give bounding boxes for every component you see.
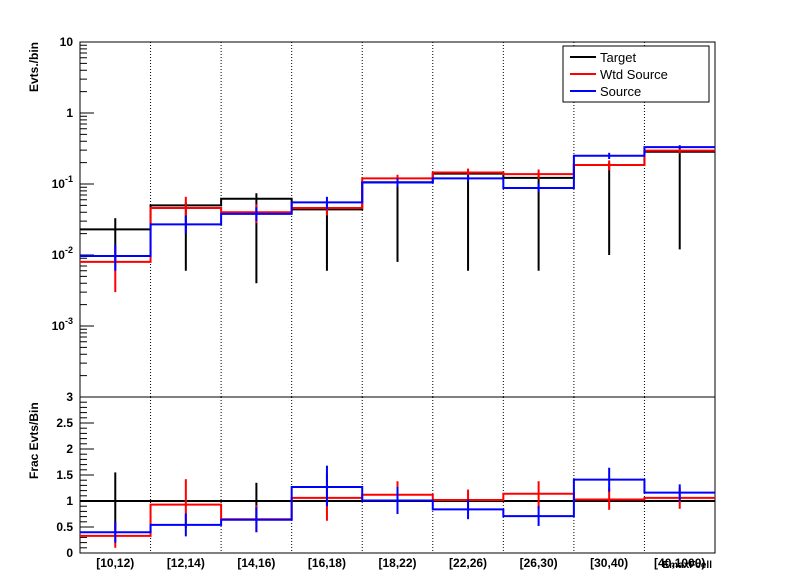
tick-base: 10 <box>52 248 66 262</box>
x-axis: [10,12) [12,14) [14,16) [16,18) [18,22) [22,2… <box>96 556 705 570</box>
tick-exponent: -1 <box>65 174 73 184</box>
legend-label: Target <box>600 50 637 65</box>
bottom-y-tick-label: 1 <box>66 494 73 508</box>
top-series-source <box>80 145 715 271</box>
bottom-y-tick-label: 0.5 <box>56 520 73 534</box>
top-y-axis-title: Evts./bin <box>27 42 41 92</box>
top-y-tick-label: 1 <box>66 106 73 120</box>
bottom-y-tick-label: 3 <box>66 390 73 404</box>
bottom-y-axis-title: Frac Evts/Bin <box>27 402 41 479</box>
x-tick-label: [16,18) <box>308 556 346 570</box>
x-tick-label: [14,16) <box>237 556 275 570</box>
top-y-tick-label: 10-2 <box>52 245 73 262</box>
bottom-vertical-grid <box>150 397 645 553</box>
top-y-tick-label: 10-1 <box>52 174 73 191</box>
x-tick-label: [10,12) <box>96 556 134 570</box>
bottom-series-source <box>80 465 715 543</box>
top-y-tick-label: 10-3 <box>52 316 73 333</box>
tick-exponent: -2 <box>65 245 73 255</box>
x-tick-label: [12,14) <box>167 556 205 570</box>
bottom-y-tick-label: 1.5 <box>56 468 73 482</box>
tick-base: 10 <box>52 319 66 333</box>
x-tick-label: [40,1000) <box>654 556 705 570</box>
top-series-group <box>80 145 715 293</box>
top-y-tick-label: 10 <box>60 35 74 49</box>
x-tick-label: [26,30) <box>520 556 558 570</box>
bottom-y-tick-label: 0 <box>66 546 73 560</box>
bottom-plot-frame <box>79 396 716 554</box>
bottom-y-tick-label: 2.5 <box>56 416 73 430</box>
tick-base: 10 <box>52 177 66 191</box>
legend-label: Wtd Source <box>600 67 668 82</box>
x-tick-label: [22,26) <box>449 556 487 570</box>
x-tick-label: [18,22) <box>378 556 416 570</box>
tick-base: 10 <box>60 35 74 49</box>
bottom-panel: 0 0.5 1 1.5 2 2.5 3 [10,12) [12,14) [14,16) [16,1… <box>27 390 716 571</box>
tick-exponent: -3 <box>65 316 73 326</box>
legend-label: Source <box>600 84 641 99</box>
bottom-y-tick-label: 2 <box>66 442 73 456</box>
x-axis-title: EmaxFcell <box>663 560 713 571</box>
legend: Target Wtd Source Source <box>562 45 710 103</box>
bottom-series-group <box>80 465 715 548</box>
x-tick-label: [30,40) <box>590 556 628 570</box>
top-series-target <box>80 150 715 284</box>
tick-base: 1 <box>66 106 73 120</box>
bottom-y-axis: 0 0.5 1 1.5 2 2.5 3 <box>56 390 94 560</box>
